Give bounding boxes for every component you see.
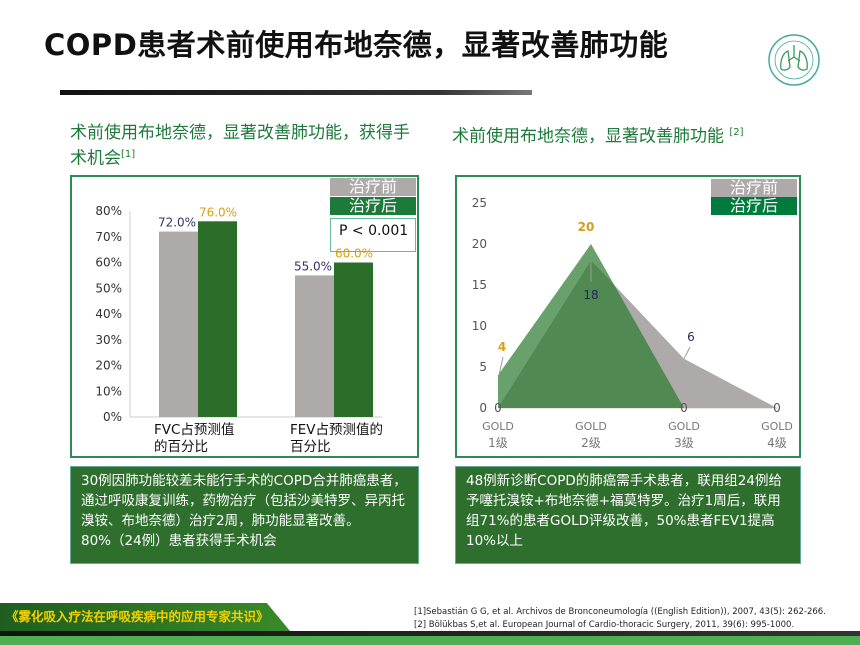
x-category-label: GOLD: [668, 420, 700, 433]
x-category-label: 3级: [674, 436, 694, 450]
y-tick-label: 0%: [103, 410, 122, 424]
x-category-label: FEV占预测值的: [290, 422, 383, 438]
legend-after: 治疗后: [330, 197, 416, 215]
data-label: 0: [773, 401, 781, 415]
y-tick-label: 20%: [95, 359, 122, 373]
data-label: 60.0%: [335, 247, 373, 261]
references: [1]Sebastián G G, et al. Archivos de Bro…: [414, 606, 826, 632]
legend-before: 治疗前: [330, 178, 416, 196]
data-label: 76.0%: [199, 205, 237, 219]
x-category-label: GOLD: [482, 420, 514, 433]
right-subtitle-text: 术前使用布地奈德，显著改善肺功能: [452, 126, 724, 147]
data-label: 6: [687, 330, 695, 344]
reference-1: [1]Sebastián G G, et al. Archivos de Bro…: [414, 607, 826, 617]
footer-banner: 《雾化吸入疗法在呼吸疾病中的应用专家共识》: [0, 603, 290, 631]
bar-before: [159, 231, 198, 417]
legend-before: 治疗前: [711, 179, 797, 197]
bar-after: [334, 262, 373, 417]
x-category-label: 1级: [488, 436, 508, 450]
reference-2: [2] Bölükbas S,et al. European Journal o…: [414, 620, 795, 630]
data-label: 4: [498, 340, 506, 354]
title-underline: [60, 90, 532, 95]
y-tick-label: 10%: [95, 384, 122, 398]
y-tick-label: 5: [479, 360, 487, 374]
left-ref: [1]: [121, 149, 136, 160]
x-category-label: 百分比: [290, 439, 331, 455]
right-chart-box: 0 5 10 15 20 25 4 20 18 6 0 0 0 GOLD 1级 GOLD 2级 GOLD 3级 GOL…: [455, 175, 801, 458]
y-tick-label: 20: [472, 237, 487, 251]
x-category-label: GOLD: [575, 420, 607, 433]
y-tick-label: 40%: [95, 307, 122, 321]
y-tick-label: 70%: [95, 230, 122, 244]
legend-after: 治疗后: [711, 197, 797, 215]
data-label: 18: [583, 288, 598, 302]
y-tick-label: 80%: [95, 204, 122, 218]
leader-line: [498, 356, 504, 376]
leader-line: [683, 346, 691, 360]
left-description: 30例因肺功能较差未能行手术的COPD合并肺癌患者，通过呼吸康复训练，药物治疗（…: [70, 466, 419, 564]
data-label: 0: [680, 401, 688, 415]
y-tick-label: 25: [472, 196, 487, 210]
y-tick-label: 10: [472, 319, 487, 333]
x-category-label: FVC占预测值: [154, 422, 234, 438]
y-tick-label: 60%: [95, 256, 122, 270]
x-category-label: 2级: [581, 436, 601, 450]
bar-chart: 0% 10% 20% 30% 40% 50% 60% 70% 80% 72.0%76.0% FVC占…: [95, 204, 383, 455]
y-tick-label: 15: [472, 278, 487, 292]
data-label: 72.0%: [158, 216, 196, 230]
left-chart-box: 0% 10% 20% 30% 40% 50% 60% 70% 80% 72.0% 76.0% FVC占…: [70, 175, 419, 458]
x-category-label: 的百分比: [154, 439, 208, 455]
x-category-label: 4级: [767, 436, 787, 450]
right-ref: [2]: [729, 127, 744, 138]
bar-after: [198, 221, 237, 417]
left-subtitle-text: 术前使用布地奈德，显著改善肺功能，获得手术机会: [70, 123, 410, 169]
left-subtitle: 术前使用布地奈德，显著改善肺功能，获得手术机会[1]: [70, 122, 420, 170]
y-tick-label: 50%: [95, 281, 122, 295]
data-label: 55.0%: [294, 259, 332, 273]
data-label: 0: [494, 401, 502, 415]
bar-before: [295, 275, 334, 417]
right-subtitle: 术前使用布地奈德，显著改善肺功能 [2]: [452, 122, 812, 148]
society-logo-icon: [768, 34, 820, 86]
y-tick-label: 0: [479, 401, 487, 415]
p-value: P < 0.001: [330, 218, 416, 252]
page-title: COPD患者术前使用布地奈德，显著改善肺功能: [44, 28, 669, 62]
y-tick-label: 30%: [95, 333, 122, 347]
footer-green-bar: [0, 636, 860, 645]
x-category-label: GOLD: [761, 420, 793, 433]
area-after: [498, 244, 777, 408]
data-label: 20: [578, 220, 595, 234]
footer-dark-bar: [0, 631, 860, 636]
right-description: 48例新诊断COPD的肺癌需手术患者，联用组24例给予噻托溴铵+布地奈德+福莫特…: [455, 466, 801, 564]
